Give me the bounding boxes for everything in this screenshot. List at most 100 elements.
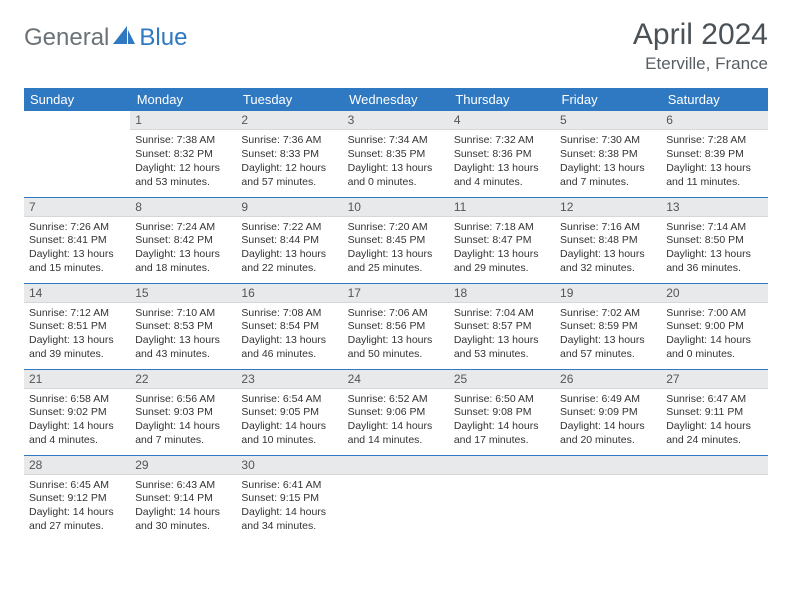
sunset-text: Sunset: 9:15 PM xyxy=(241,492,337,506)
calendar-week-row: 7Sunrise: 7:26 AMSunset: 8:41 PMDaylight… xyxy=(24,197,768,283)
calendar-day-cell: 11 Sunrise: 7:18 AMSunset: 8:47 PMDayligh… xyxy=(449,197,555,283)
day-number: 13 xyxy=(661,198,767,217)
calendar-day-cell: 3Sunrise: 7:34 AMSunset: 8:35 PMDaylight… xyxy=(343,111,449,197)
day-number: 3 xyxy=(343,111,449,130)
day-number-text: 29 xyxy=(135,458,148,472)
daylight-text: Daylight: 14 hours and 24 minutes. xyxy=(666,420,762,448)
day-details xyxy=(24,130,130,137)
calendar-day-cell: 25Sunrise: 6:50 AMSunset: 9:08 PMDayligh… xyxy=(449,369,555,455)
day-details: Sunrise: 6:41 AMSunset: 9:15 PMDaylight:… xyxy=(236,475,342,537)
daylight-text: Daylight: 13 hours and 7 minutes. xyxy=(560,162,656,190)
sunset-text: Sunset: 9:05 PM xyxy=(241,406,337,420)
sunrise-text: Sunrise: 7:04 AM xyxy=(454,307,550,321)
sunset-text: Sunset: 8:57 PM xyxy=(454,320,550,334)
day-number-text: 12 xyxy=(560,200,573,214)
calendar-day-cell: 27Sunrise: 6:47 AMSunset: 9:11 PMDayligh… xyxy=(661,369,767,455)
day-header: Friday xyxy=(555,88,661,111)
day-header-row: Sunday Monday Tuesday Wednesday Thursday… xyxy=(24,88,768,111)
day-number-text: 19 xyxy=(560,286,573,300)
sunset-text: Sunset: 8:33 PM xyxy=(241,148,337,162)
day-header: Saturday xyxy=(661,88,767,111)
day-number: 24 xyxy=(343,370,449,389)
calendar-day-cell xyxy=(24,111,130,197)
calendar-day-cell: 13Sunrise: 7:14 AMSunset: 8:50 PMDayligh… xyxy=(661,197,767,283)
daylight-text: Daylight: 13 hours and 11 minutes. xyxy=(666,162,762,190)
sunset-text: Sunset: 8:42 PM xyxy=(135,234,231,248)
sunrise-text: Sunrise: 7:26 AM xyxy=(29,221,125,235)
calendar-week-row: 14 Sunrise: 7:12 AMSunset: 8:51 PMDayligh… xyxy=(24,283,768,369)
day-number xyxy=(343,456,449,475)
logo-text-general: General xyxy=(24,24,109,52)
day-details: Sunrise: 6:45 AMSunset: 9:12 PMDaylight:… xyxy=(24,475,130,537)
day-number: 27 xyxy=(661,370,767,389)
sunset-text: Sunset: 9:11 PM xyxy=(666,406,762,420)
calendar-day-cell: 20Sunrise: 7:00 AMSunset: 9:00 PMDayligh… xyxy=(661,283,767,369)
day-number: 4 xyxy=(449,111,555,130)
sunrise-text: Sunrise: 7:38 AM xyxy=(135,134,231,148)
sunset-text: Sunset: 8:39 PM xyxy=(666,148,762,162)
day-number: 12 xyxy=(555,198,661,217)
calendar-day-cell xyxy=(343,455,449,541)
calendar-day-cell: 21Sunrise: 6:58 AMSunset: 9:02 PMDayligh… xyxy=(24,369,130,455)
daylight-text: Daylight: 13 hours and 25 minutes. xyxy=(348,248,444,276)
day-details xyxy=(661,475,767,482)
daylight-text: Daylight: 13 hours and 39 minutes. xyxy=(29,334,125,362)
daylight-text: Daylight: 13 hours and 53 minutes. xyxy=(454,334,550,362)
calendar-day-cell: 16Sunrise: 7:08 AMSunset: 8:54 PMDayligh… xyxy=(236,283,342,369)
day-number-text: 14 xyxy=(29,286,42,300)
day-number: 29 xyxy=(130,456,236,475)
daylight-text: Daylight: 13 hours and 0 minutes. xyxy=(348,162,444,190)
sunrise-text: Sunrise: 7:10 AM xyxy=(135,307,231,321)
day-details: Sunrise: 7:16 AMSunset: 8:48 PMDaylight:… xyxy=(555,217,661,279)
day-number: 21 xyxy=(24,370,130,389)
day-number-text: 17 xyxy=(348,286,361,300)
day-number-text: 23 xyxy=(241,372,254,386)
day-number-text: 22 xyxy=(135,372,148,386)
day-number xyxy=(555,456,661,475)
day-details: Sunrise: 7:14 AMSunset: 8:50 PMDaylight:… xyxy=(661,217,767,279)
logo-sail-icon xyxy=(113,26,135,51)
day-number-text: 11 xyxy=(454,200,466,214)
day-details: Sunrise: 7:12 AMSunset: 8:51 PMDaylight:… xyxy=(24,303,130,365)
day-details xyxy=(343,475,449,482)
day-details: Sunrise: 7:34 AMSunset: 8:35 PMDaylight:… xyxy=(343,130,449,192)
day-number: 15 xyxy=(130,284,236,303)
day-header: Thursday xyxy=(449,88,555,111)
daylight-text: Daylight: 14 hours and 10 minutes. xyxy=(241,420,337,448)
sunrise-text: Sunrise: 7:22 AM xyxy=(241,221,337,235)
day-header: Sunday xyxy=(24,88,130,111)
day-number: 18 xyxy=(449,284,555,303)
day-number: 11 xyxy=(449,198,555,217)
day-number-text: 21 xyxy=(29,372,42,386)
header: General Blue April 2024 Eterville, Franc… xyxy=(24,18,768,74)
daylight-text: Daylight: 13 hours and 18 minutes. xyxy=(135,248,231,276)
daylight-text: Daylight: 13 hours and 50 minutes. xyxy=(348,334,444,362)
day-details: Sunrise: 7:20 AMSunset: 8:45 PMDaylight:… xyxy=(343,217,449,279)
sunset-text: Sunset: 8:48 PM xyxy=(560,234,656,248)
daylight-text: Daylight: 13 hours and 22 minutes. xyxy=(241,248,337,276)
calendar-day-cell: 10Sunrise: 7:20 AMSunset: 8:45 PMDayligh… xyxy=(343,197,449,283)
sunset-text: Sunset: 9:09 PM xyxy=(560,406,656,420)
calendar-day-cell: 15Sunrise: 7:10 AMSunset: 8:53 PMDayligh… xyxy=(130,283,236,369)
day-number: 7 xyxy=(24,198,130,217)
sunrise-text: Sunrise: 7:16 AM xyxy=(560,221,656,235)
calendar-day-cell: 6Sunrise: 7:28 AMSunset: 8:39 PMDaylight… xyxy=(661,111,767,197)
day-number-text: 28 xyxy=(29,458,42,472)
sunrise-text: Sunrise: 6:49 AM xyxy=(560,393,656,407)
day-number-text: 9 xyxy=(241,200,248,214)
sunrise-text: Sunrise: 7:12 AM xyxy=(29,307,125,321)
day-details: Sunrise: 7:08 AMSunset: 8:54 PMDaylight:… xyxy=(236,303,342,365)
calendar-day-cell xyxy=(661,455,767,541)
sunrise-text: Sunrise: 7:28 AM xyxy=(666,134,762,148)
day-details: Sunrise: 6:50 AMSunset: 9:08 PMDaylight:… xyxy=(449,389,555,451)
day-details: Sunrise: 7:28 AMSunset: 8:39 PMDaylight:… xyxy=(661,130,767,192)
calendar-day-cell: 19Sunrise: 7:02 AMSunset: 8:59 PMDayligh… xyxy=(555,283,661,369)
sunrise-text: Sunrise: 6:43 AM xyxy=(135,479,231,493)
day-details: Sunrise: 7:06 AMSunset: 8:56 PMDaylight:… xyxy=(343,303,449,365)
day-details: Sunrise: 7:18 AMSunset: 8:47 PMDaylight:… xyxy=(449,217,555,279)
sunset-text: Sunset: 9:14 PM xyxy=(135,492,231,506)
calendar-day-cell: 7Sunrise: 7:26 AMSunset: 8:41 PMDaylight… xyxy=(24,197,130,283)
day-details: Sunrise: 7:22 AMSunset: 8:44 PMDaylight:… xyxy=(236,217,342,279)
day-number: 26 xyxy=(555,370,661,389)
day-number-text: 1 xyxy=(135,113,142,127)
